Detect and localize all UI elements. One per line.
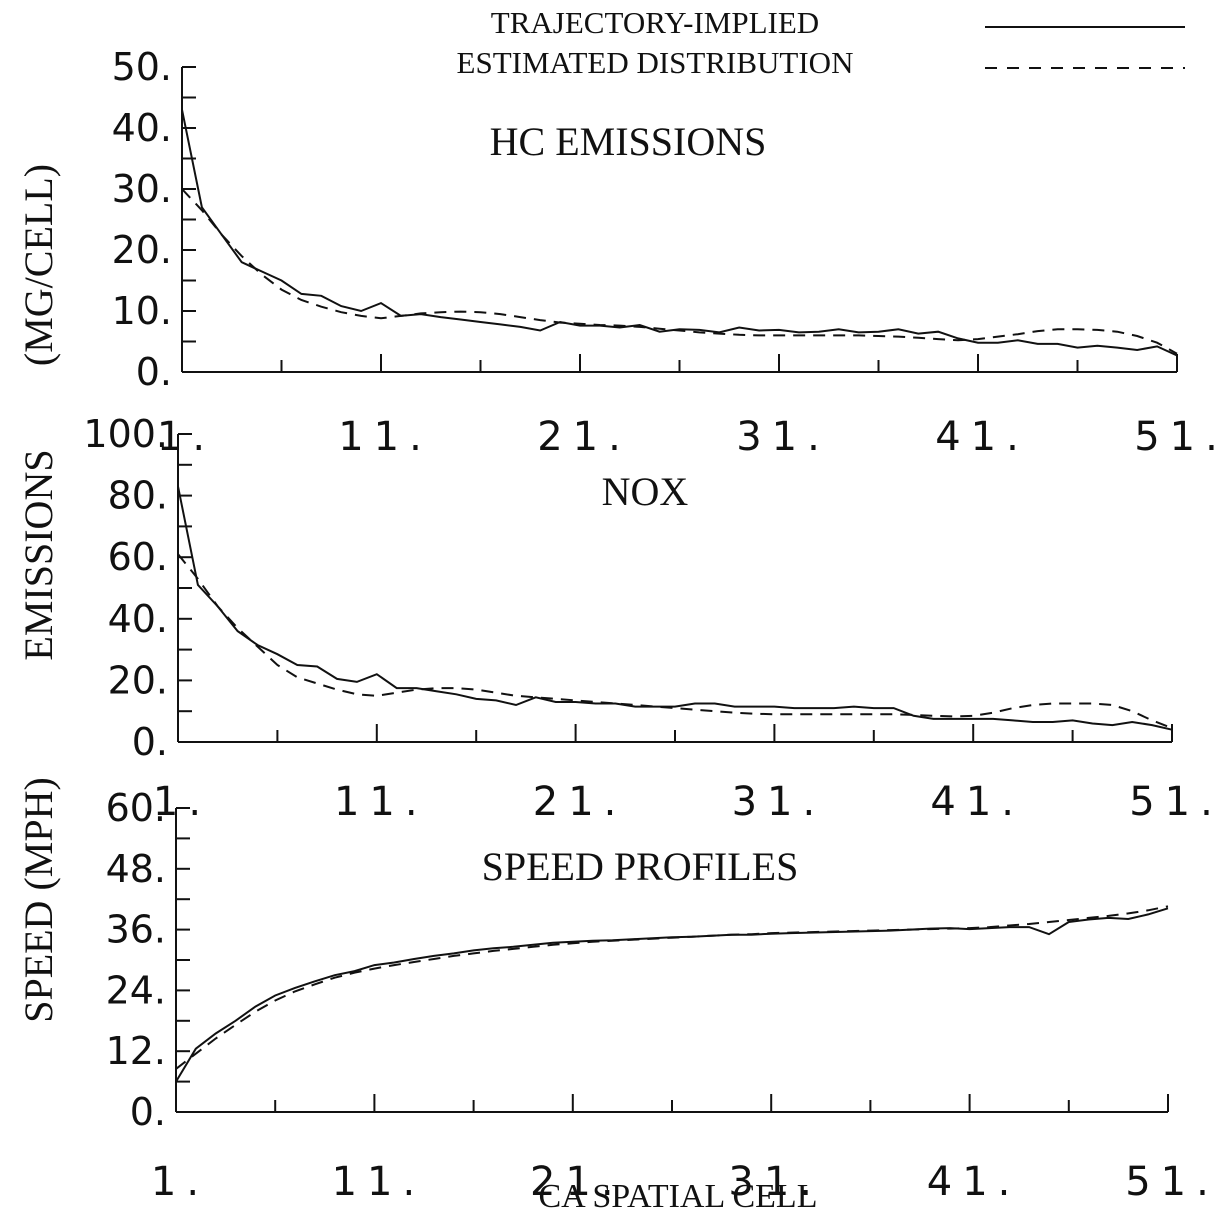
x-tick-label: 41.: [927, 1159, 1021, 1205]
y-tick-label: 50.: [112, 45, 172, 89]
x-tick-label: 1.: [157, 414, 215, 460]
series-estimated-distribution: [177, 553, 1173, 730]
legend-label-trajectory: TRAJECTORY-IMPLIED: [491, 5, 819, 40]
x-tick-label: 31.: [736, 414, 830, 460]
series-trajectory-implied: [177, 486, 1173, 731]
panel-title-nox: NOX: [602, 469, 689, 514]
x-tick-label: 11.: [338, 414, 432, 460]
y-tick-label: 40.: [112, 106, 172, 150]
y-tick-label: 48.: [106, 847, 166, 891]
x-tick-label: 51.: [1125, 1159, 1219, 1205]
x-tick-label: 41.: [935, 414, 1029, 460]
x-tick-label: 21.: [537, 414, 631, 460]
ylabel-middle: EMISSIONS: [16, 449, 61, 660]
y-tick-label: 0.: [132, 720, 168, 764]
x-tick-label: 11.: [334, 779, 428, 825]
y-tick-label: 30.: [112, 167, 172, 211]
panel-nox: NOX 0. 20. 40. 60. 80. 100.1. 11. 21. 31. 41. 51.: [83, 412, 1223, 825]
x-tick-label: 41.: [930, 779, 1024, 825]
y-tick-label: 10.: [112, 289, 172, 333]
y-tick-label: 20.: [112, 228, 172, 272]
panel-title-speed: SPEED PROFILES: [482, 844, 799, 889]
series-estimated-distribution: [181, 188, 1178, 355]
y-tick-label: 20.: [108, 658, 168, 702]
y-tick-label: 80.: [108, 474, 168, 518]
y-tick-label: 24.: [106, 968, 166, 1012]
x-tick-label: 11.: [332, 1159, 426, 1205]
y-tick-label: 36.: [106, 908, 166, 952]
panel-title-hc: HC EMISSIONS: [490, 119, 767, 164]
x-tick-label: 1.: [151, 1159, 209, 1205]
y-tick-label: 12.: [106, 1029, 166, 1073]
y-tick-label: 0.: [136, 350, 172, 394]
panel-hc-emissions: HC EMISSIONS 0. 10. 20. 30. 40. 50. 1. 11. 21. 31…: [112, 45, 1228, 460]
x-tick-label: 21.: [533, 779, 627, 825]
y-tick-label: 60.: [108, 535, 168, 579]
x-tick-label: 31.: [732, 779, 826, 825]
ylabel-bottom: SPEED (MPH): [16, 777, 61, 1023]
y-tick-label: 0.: [130, 1090, 166, 1134]
x-tick-label: 51.: [1134, 414, 1228, 460]
series-estimated-distribution: [175, 905, 1169, 1070]
legend-label-estimated: ESTIMATED DISTRIBUTION: [457, 45, 854, 80]
x-tick-label: 51.: [1129, 779, 1223, 825]
legend: TRAJECTORY-IMPLIED ESTIMATED DISTRIBUTIO…: [457, 5, 1185, 80]
series-trajectory-implied: [175, 907, 1169, 1083]
y-tick-label: 40.: [108, 597, 168, 641]
panel-speed-profiles: SPEED PROFILES 0. 12. 24. 36. 48. 60. 1. 11. 21.…: [106, 786, 1219, 1205]
series-trajectory-implied: [181, 109, 1178, 357]
x-tick-label: 21.: [530, 1159, 624, 1205]
y-tick-label: 100.: [83, 412, 168, 456]
x-tick-label: 31.: [728, 1159, 822, 1205]
y-tick-label: 60.: [106, 786, 166, 830]
xlabel: CA SPATIAL CELL: [539, 1178, 818, 1215]
ylabel-top: (MG/CELL): [16, 164, 61, 366]
